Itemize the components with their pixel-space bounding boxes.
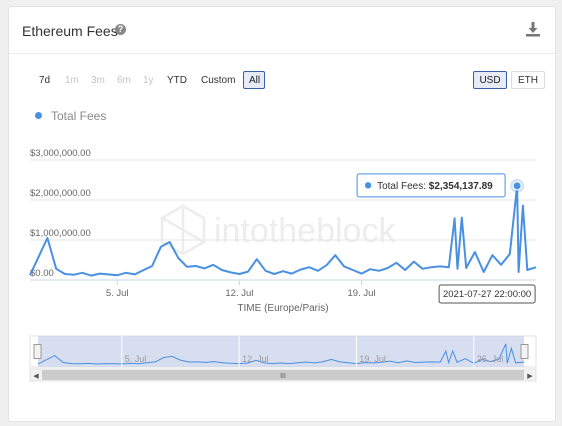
legend-label: Total Fees (51, 109, 107, 123)
range-button-ytd[interactable]: YTD (167, 75, 187, 86)
navigator-selection[interactable] (38, 336, 524, 367)
hover-point[interactable] (512, 181, 522, 191)
x-tick-label: 19. Jul (348, 288, 376, 299)
crosshair-label: 2021-07-27 22:00:00 (438, 284, 536, 304)
y-tick-label: $0.00 (30, 268, 54, 279)
x-tick-label: 5. Jul (106, 288, 129, 299)
range-button-7d[interactable]: 7d (39, 75, 51, 86)
tooltip: Total Fees: $2,354,137.89 (356, 173, 506, 198)
series-line[interactable] (29, 184, 537, 277)
navigator-label: 26. Jul (477, 354, 504, 364)
tooltip-text: Total Fees: $2,354,137.89 (377, 181, 493, 192)
navigator-handle-right[interactable] (520, 344, 529, 359)
navigator-label: 5. Jul (125, 354, 147, 364)
currency-button-eth[interactable]: ETH (511, 71, 545, 89)
card-header: Ethereum Fees ? (9, 7, 555, 54)
navigator[interactable]: 5. Jul 12. Jul 19. Jul 26. Jul (29, 335, 537, 368)
scrollbar-thumb[interactable] (42, 370, 524, 380)
watermark-text: intotheblock (214, 212, 396, 250)
y-tick-label: $1,000,000.00 (30, 228, 91, 239)
range-button-1y[interactable]: 1y (143, 75, 154, 86)
chart-legend[interactable]: Total Fees (35, 109, 106, 123)
navigator-handle-left[interactable] (33, 344, 42, 359)
download-icon[interactable] (525, 21, 541, 37)
tooltip-marker (364, 182, 372, 189)
range-button-3m[interactable]: 3m (91, 75, 105, 86)
y-tick-label: $3,000,000.00 (30, 148, 91, 159)
y-tick-label: $2,000,000.00 (30, 188, 91, 199)
x-axis-title: TIME (Europe/Paris) (237, 303, 328, 314)
range-button-all[interactable]: All (243, 71, 265, 89)
scroll-left-arrow[interactable]: ◀ (33, 373, 39, 380)
scrollbar-grip-icon: III (280, 373, 286, 380)
question-circle-icon[interactable]: ? (115, 24, 126, 35)
x-tick-label: 12. Jul (225, 288, 253, 299)
scrollbar[interactable]: III ◀ ▶ (29, 368, 537, 382)
range-button-1m[interactable]: 1m (65, 75, 79, 86)
tooltip-series: Total Fees: (377, 181, 429, 192)
navigator-label: 19. Jul (359, 354, 386, 364)
legend-marker (35, 112, 42, 120)
crosshair-label-text: 2021-07-27 22:00:00 (443, 289, 531, 300)
navigator-label: 12. Jul (242, 354, 269, 364)
range-button-6m[interactable]: 6m (117, 75, 131, 86)
tooltip-value: $2,354,137.89 (429, 181, 493, 192)
navigator-series (37, 343, 525, 365)
watermark: intotheblock (160, 204, 396, 256)
range-button-custom[interactable]: Custom (201, 75, 236, 86)
scroll-right-arrow[interactable]: ▶ (527, 373, 533, 380)
card-title: Ethereum Fees (22, 23, 118, 39)
currency-button-usd[interactable]: USD (473, 71, 507, 89)
